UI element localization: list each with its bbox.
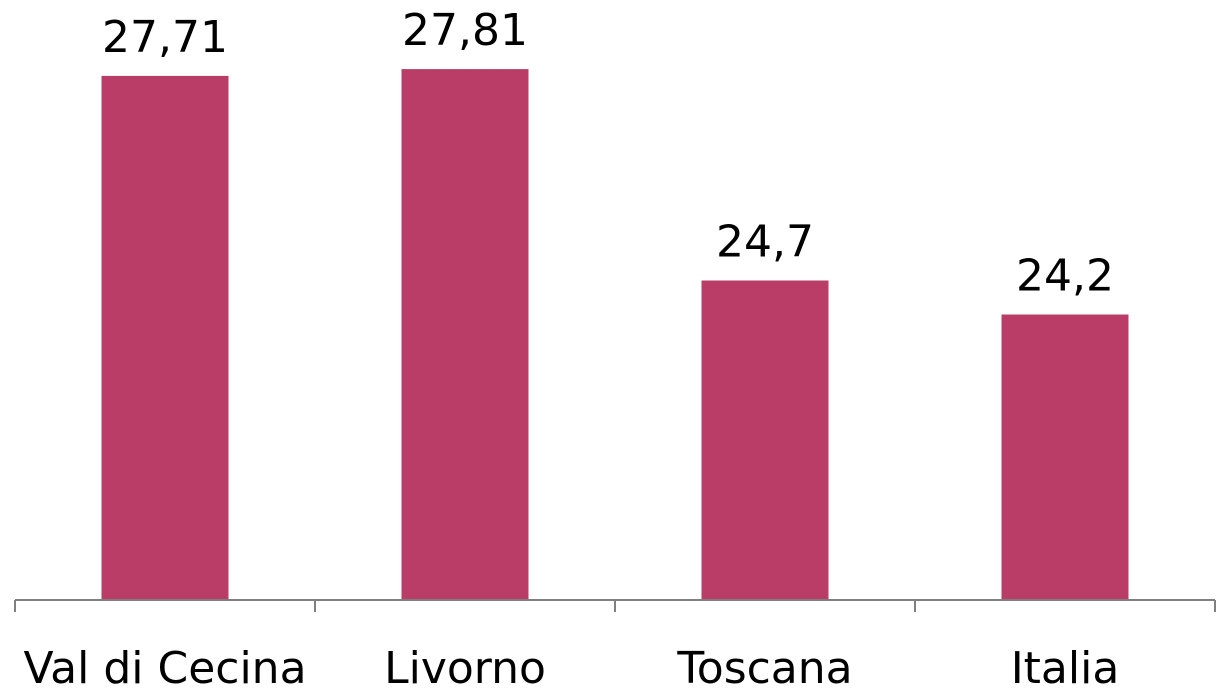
x-axis-labels-group: Val di Cecina Livorno Toscana Italia: [23, 643, 1119, 691]
x-tick-label: Livorno: [384, 643, 546, 691]
bar-italia: [1001, 314, 1129, 600]
bar-livorno: [401, 69, 529, 600]
data-label: 24,7: [716, 217, 814, 268]
bars-group: [101, 69, 1129, 601]
x-tick-label: Val di Cecina: [23, 643, 306, 691]
data-label: 27,71: [102, 12, 228, 63]
data-label: 24,2: [1016, 251, 1114, 302]
value-labels-group: 27,71 27,81 24,7 24,2: [102, 5, 1114, 301]
x-axis-ticks-group: [14, 600, 1216, 612]
x-tick-label: Toscana: [676, 643, 852, 691]
bar-val-di-cecina: [101, 75, 229, 601]
x-tick-label: Italia: [1011, 643, 1120, 691]
bar-toscana: [701, 280, 829, 600]
data-label: 27,81: [402, 5, 528, 56]
